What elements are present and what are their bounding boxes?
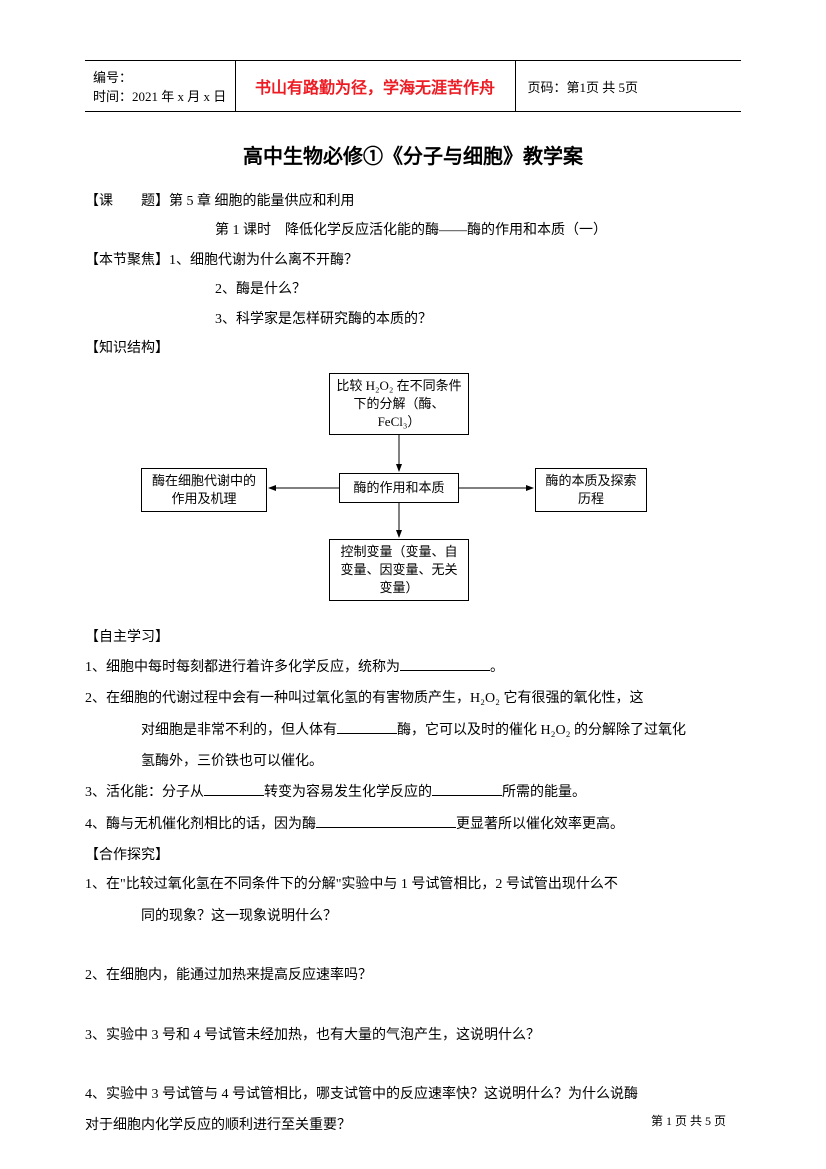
focus-label: 【本节聚焦】: [85, 253, 169, 268]
diagram-box-center: 酶的作用和本质: [339, 473, 459, 503]
collaborate-label: 【合作探究】: [85, 841, 741, 870]
header-table: 编号： 时间：2021 年 x 月 x 日 书山有路勤为径，学海无涯苦作舟 页码…: [85, 60, 741, 112]
collab-1b: 同的现象？这一现象说明什么？: [85, 902, 741, 931]
collab-4b: 对于细胞内化学反应的顺利进行至关重要？: [85, 1111, 741, 1140]
s4a: 4、酶与无机催化剂相比的话，因为酶: [85, 817, 316, 832]
motto-text: 书山有路勤为径，学海无涯苦作舟: [255, 80, 495, 97]
self-study-2: 2、在细胞的代谢过程中会有一种叫过氧化氢的有害物质产生，H₂O₂ 它有很强的氧化…: [85, 684, 741, 713]
collab-2: 2、在细胞内，能通过加热来提高反应速率吗？: [85, 961, 741, 990]
s2c: 酶，它可以及时的催化 H₂O₂ 的分解除了过氧化: [397, 723, 686, 738]
doc-time: 时间：2021 年 x 月 x 日: [93, 86, 227, 105]
self-study-2b: 对细胞是非常不利的，但人体有 酶，它可以及时的催化 H₂O₂ 的分解除了过氧化: [85, 716, 741, 745]
focus-item-3: 3、科学家是怎样研究酶的本质的？: [85, 305, 741, 334]
self-study-4: 4、酶与无机催化剂相比的话，因为酶 更显著所以催化效率更高。: [85, 810, 741, 839]
blank-4: [432, 782, 502, 796]
header-right: 页码：第1页 共 5页: [515, 61, 741, 112]
doc-id: 编号：: [93, 67, 227, 86]
header-left: 编号： 时间：2021 年 x 月 x 日: [85, 61, 235, 112]
topic-line: 【课 题】第 5 章 细胞的能量供应和利用: [85, 187, 741, 216]
knowledge-diagram: 比较 H₂O₂ 在不同条件下的分解（酶、FeCl₃） 酶在细胞代谢中的作用及机理…: [85, 373, 741, 613]
focus-item-2: 2、酶是什么？: [85, 275, 741, 304]
s1b: 。: [490, 660, 504, 675]
collab-4a: 4、实验中 3 号试管与 4 号试管相比，哪支试管中的反应速率快？这说明什么？为…: [85, 1080, 741, 1109]
s3b: 转变为容易发生化学反应的: [264, 785, 432, 800]
self-study-1: 1、细胞中每时每刻都进行着许多化学反应，统称为 。: [85, 653, 741, 682]
page-info: 页码：第1页 共 5页: [528, 80, 639, 95]
s2b: 对细胞是非常不利的，但人体有: [141, 723, 337, 738]
self-study-3: 3、活化能：分子从 转变为容易发生化学反应的 所需的能量。: [85, 778, 741, 807]
page-title: 高中生物必修①《分子与细胞》教学案: [85, 140, 741, 169]
self-study-label: 【自主学习】: [85, 623, 741, 652]
focus-line: 【本节聚焦】1、细胞代谢为什么离不开酶？: [85, 246, 741, 275]
topic-text: 第 5 章 细胞的能量供应和利用: [169, 194, 355, 209]
blank-5: [316, 814, 456, 828]
diagram-box-left: 酶在细胞代谢中的作用及机理: [141, 468, 267, 512]
self-study-2d: 氢酶外，三价铁也可以催化。: [85, 747, 741, 776]
s4b: 更显著所以催化效率更高。: [456, 817, 624, 832]
s3c: 所需的能量。: [502, 785, 586, 800]
collab-1a: 1、在"比较过氧化氢在不同条件下的分解"实验中与 1 号试管相比，2 号试管出现…: [85, 870, 741, 899]
blank-3: [204, 782, 264, 796]
s2a: 2、在细胞的代谢过程中会有一种叫过氧化氢的有害物质产生，H₂O₂ 它有很强的氧化…: [85, 691, 643, 706]
collab-3: 3、实验中 3 号和 4 号试管未经加热，也有大量的气泡产生，这说明什么？: [85, 1021, 741, 1050]
footer-page: 第 1 页 共 5 页: [651, 1112, 726, 1129]
diagram-box-right: 酶的本质及探索历程: [535, 468, 647, 512]
s1a: 1、细胞中每时每刻都进行着许多化学反应，统称为: [85, 660, 400, 675]
blank-2: [337, 720, 397, 734]
s3a: 3、活化能：分子从: [85, 785, 204, 800]
header-center: 书山有路勤为径，学海无涯苦作舟: [235, 61, 515, 112]
diagram-box-top: 比较 H₂O₂ 在不同条件下的分解（酶、FeCl₃）: [329, 373, 469, 435]
focus-item-1: 1、细胞代谢为什么离不开酶？: [169, 253, 358, 268]
blank-1: [400, 657, 490, 671]
diagram-box-bottom: 控制变量（变量、自变量、因变量、无关变量）: [329, 539, 469, 601]
lesson-line: 第 1 课时 降低化学反应活化能的酶——酶的作用和本质（一）: [85, 216, 741, 245]
topic-label: 【课 题】: [85, 194, 169, 209]
structure-label: 【知识结构】: [85, 334, 741, 363]
